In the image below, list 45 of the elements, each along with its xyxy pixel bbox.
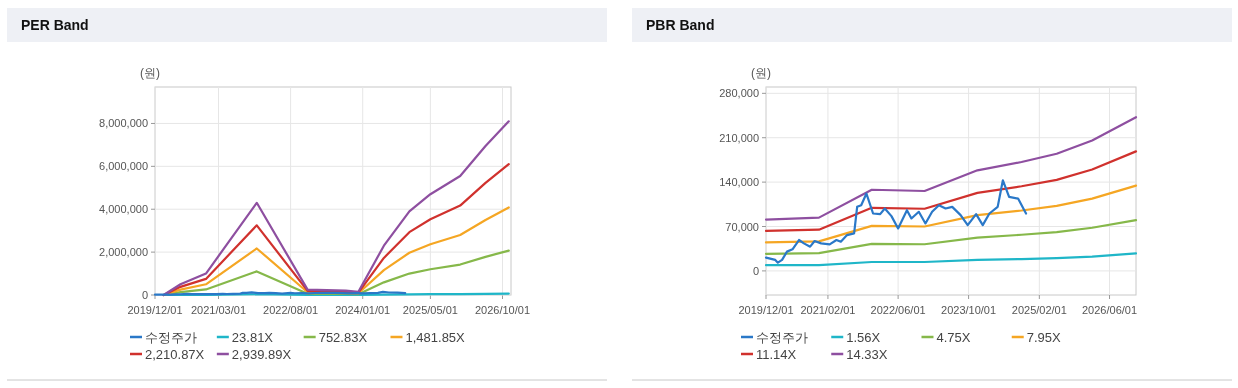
y-tick-label: 140,000	[719, 176, 759, 189]
y-tick-label: 2,000,000	[99, 246, 148, 259]
y-tick-label: 0	[141, 289, 148, 301]
line-series	[162, 120, 510, 297]
y-tick-label: 70,000	[725, 220, 759, 233]
legend-label: 2,939.89X	[231, 347, 292, 362]
y-tick-label: 280,000	[719, 87, 759, 100]
legend-label: 2,210.87X	[145, 347, 205, 362]
line-series	[764, 150, 1138, 233]
x-tick-label: 2019/12/01	[127, 304, 183, 316]
legend-label: 11.14X	[756, 347, 797, 362]
legend-label: 1,481.85X	[405, 330, 466, 345]
line-series	[764, 252, 1138, 267]
chart-title: PER Band	[21, 17, 89, 33]
y-axis-title: (원)	[751, 66, 771, 80]
chart-title: PBR Band	[646, 17, 715, 33]
y-tick-label: 0	[752, 264, 759, 277]
legend-label: 14.33X	[846, 347, 888, 362]
y-tick-label: 6,000,000	[99, 160, 148, 173]
x-tick-label: 2021/02/01	[800, 304, 856, 316]
x-tick-label: 2026/06/01	[1081, 304, 1138, 316]
line-series	[764, 184, 1138, 244]
x-tick-label: 2026/10/01	[474, 304, 531, 316]
y-axis-title: (원)	[140, 66, 160, 80]
legend-label: 4.75X	[936, 330, 971, 345]
legend-label: 수정주가	[145, 330, 197, 345]
legend-label: 7.95X	[1026, 330, 1062, 345]
legend-label: 23.81X	[231, 330, 274, 345]
x-tick-label: 2022/06/01	[870, 304, 926, 316]
x-tick-label: 2025/05/01	[402, 304, 458, 316]
line-series	[764, 219, 1138, 255]
legend-label: 수정주가	[756, 330, 808, 345]
x-tick-label: 2024/01/01	[335, 304, 391, 316]
x-tick-label: 2023/10/01	[941, 304, 997, 316]
x-tick-label: 2022/08/01	[263, 304, 319, 316]
legend-label: 1.56X	[846, 330, 881, 345]
line-series	[764, 116, 1138, 221]
y-tick-label: 210,000	[719, 131, 759, 144]
x-tick-label: 2021/03/01	[190, 304, 247, 316]
y-tick-label: 8,000,000	[99, 117, 148, 130]
legend-label: 752.83X	[318, 330, 368, 345]
line-series	[764, 179, 1028, 264]
x-tick-label: 2025/02/01	[1011, 304, 1067, 316]
y-tick-label: 4,000,000	[99, 203, 148, 216]
x-tick-label: 2019/12/01	[738, 304, 794, 316]
